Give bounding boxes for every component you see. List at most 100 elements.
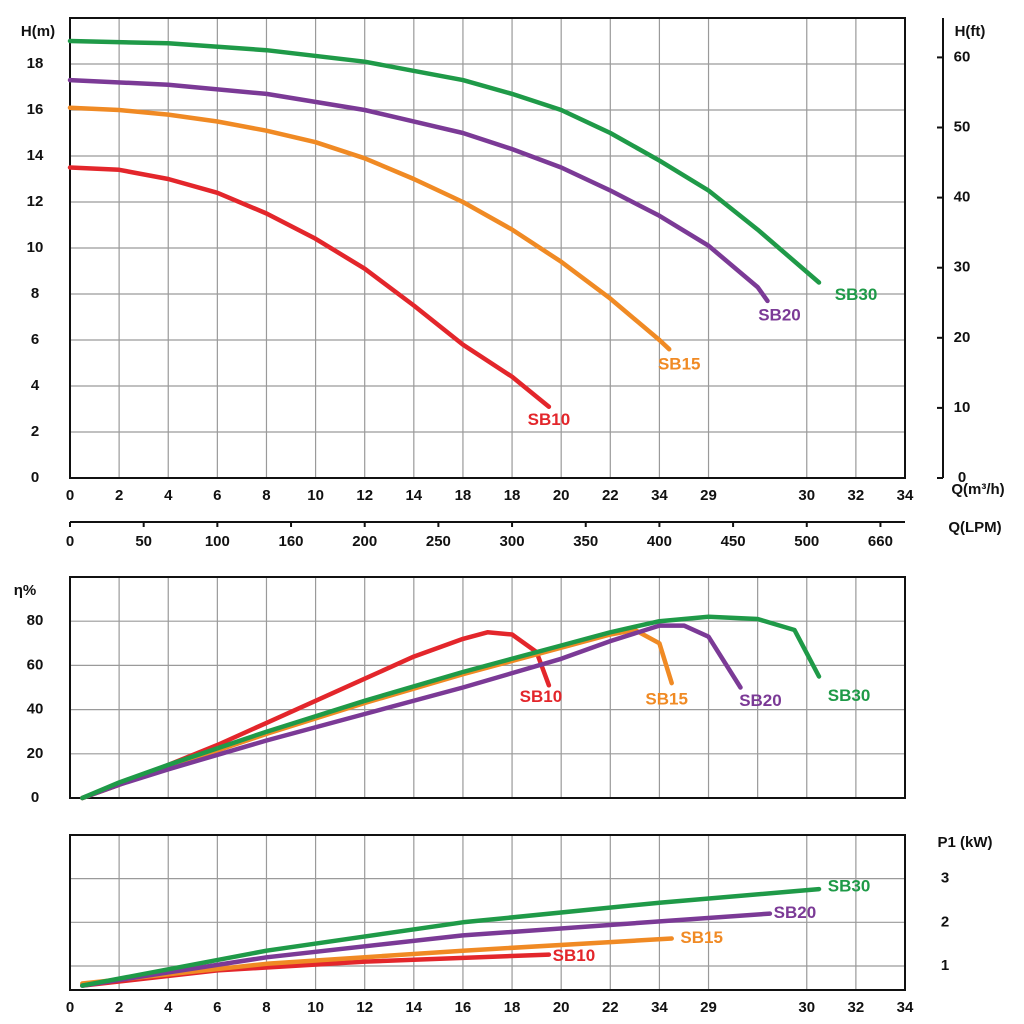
y-tick-label: 80 <box>27 612 44 629</box>
x-tick-label: 34 <box>651 999 668 1016</box>
x-tick-label: 18 <box>504 487 521 504</box>
y-axis-label: H(m) <box>21 23 55 40</box>
x-tick-label: 12 <box>356 487 373 504</box>
y-tick-label: 3 <box>941 870 949 887</box>
x-tick-label: 32 <box>848 487 865 504</box>
x-tick-label: 14 <box>405 487 422 504</box>
x-tick-label: 34 <box>897 999 914 1016</box>
x-tick-label: 10 <box>307 487 324 504</box>
series-line <box>80 886 822 988</box>
series-line <box>80 911 773 988</box>
x-tick-label: 8 <box>262 487 270 504</box>
y-tick-label: 40 <box>27 701 44 718</box>
y-tick-label: 8 <box>31 285 39 302</box>
x2-tick-label: 200 <box>352 533 377 550</box>
x-tick-label: 2 <box>115 999 123 1016</box>
y2-tick-label: 10 <box>954 399 971 416</box>
x2-tick-label: 350 <box>573 533 598 550</box>
x-tick-label: 10 <box>307 999 324 1016</box>
series-label: SB15 <box>680 928 723 947</box>
x-tick-label: 14 <box>405 999 422 1016</box>
x-tick-label: 6 <box>213 487 221 504</box>
y-tick-label: 12 <box>27 193 44 210</box>
y-axis-label: η% <box>14 582 37 599</box>
y-tick-label: 4 <box>31 377 40 394</box>
series-label: SB10 <box>553 946 596 965</box>
x2-tick-label: 450 <box>721 533 746 550</box>
x-tick-label: 18 <box>455 487 472 504</box>
x-tick-label: 30 <box>798 999 815 1016</box>
x2-tick-label: 50 <box>135 533 152 550</box>
x-tick-label: 29 <box>700 999 717 1016</box>
y2-tick-label: 50 <box>954 118 971 135</box>
x-tick-label: 8 <box>262 999 270 1016</box>
x2-tick-label: 250 <box>426 533 451 550</box>
x2-tick-label: 0 <box>66 533 74 550</box>
x-tick-label: 22 <box>602 999 619 1016</box>
y-tick-label: 1 <box>941 957 949 974</box>
x-tick-label: 32 <box>848 999 865 1016</box>
series-label: SB20 <box>739 691 782 710</box>
x-tick-label: 20 <box>553 999 570 1016</box>
y-axis-label: P1 (kW) <box>937 834 992 851</box>
x-tick-label: 29 <box>700 487 717 504</box>
x2-axis-label: Q(LPM) <box>948 519 1001 536</box>
series-label: SB15 <box>658 355 701 374</box>
x-tick-label: 12 <box>356 999 373 1016</box>
series-label: SB30 <box>835 285 878 304</box>
y-tick-label: 18 <box>27 55 44 72</box>
x-tick-label: 34 <box>897 487 914 504</box>
y-tick-label: 10 <box>27 239 44 256</box>
y-tick-label: 2 <box>941 913 949 930</box>
plot-frame <box>69 576 906 799</box>
series-line <box>80 623 743 801</box>
y-tick-label: 20 <box>27 745 44 762</box>
x2-tick-label: 300 <box>500 533 525 550</box>
y2-tick-label: 30 <box>954 259 971 276</box>
x2-tick-label: 100 <box>205 533 230 550</box>
plot-frame <box>69 17 906 479</box>
series-label: SB15 <box>645 690 688 709</box>
x2-tick-label: 160 <box>279 533 304 550</box>
x-tick-label: 0 <box>66 999 74 1016</box>
y2-axis-label: H(ft) <box>955 23 986 40</box>
y-tick-label: 2 <box>31 423 39 440</box>
x2-tick-label: 500 <box>794 533 819 550</box>
series-line <box>67 105 672 352</box>
y-tick-label: 0 <box>31 469 39 486</box>
series-line <box>67 165 552 409</box>
y2-tick-label: 0 <box>958 469 966 486</box>
y2-tick-label: 60 <box>954 48 971 65</box>
y-tick-label: 0 <box>31 789 39 806</box>
x-tick-label: 22 <box>602 487 619 504</box>
y2-tick-label: 40 <box>954 189 971 206</box>
series-label: SB10 <box>528 410 571 429</box>
y-tick-label: 16 <box>27 101 44 118</box>
x-tick-label: 34 <box>651 487 668 504</box>
series-label: SB30 <box>828 877 871 896</box>
series-label: SB20 <box>758 305 801 324</box>
x-tick-label: 30 <box>798 487 815 504</box>
series-label: SB20 <box>774 903 817 922</box>
series-label: SB10 <box>520 687 563 706</box>
series-line <box>80 614 822 801</box>
x-axis-label: Q(m³/h) <box>951 481 1004 498</box>
x2-tick-label: 660 <box>868 533 893 550</box>
x-tick-label: 0 <box>66 487 74 504</box>
x-tick-label: 18 <box>504 999 521 1016</box>
y-tick-label: 6 <box>31 331 39 348</box>
y-tick-label: 14 <box>27 147 44 164</box>
series-line <box>67 77 770 304</box>
x-tick-label: 6 <box>213 999 221 1016</box>
series-line <box>67 38 822 285</box>
y2-tick-label: 20 <box>954 329 971 346</box>
series-label: SB30 <box>828 686 871 705</box>
x2-tick-label: 400 <box>647 533 672 550</box>
series-line <box>80 627 674 801</box>
plot-frame <box>69 834 906 991</box>
y-tick-label: 60 <box>27 656 44 673</box>
x-tick-label: 4 <box>164 999 173 1016</box>
x-tick-label: 4 <box>164 487 173 504</box>
